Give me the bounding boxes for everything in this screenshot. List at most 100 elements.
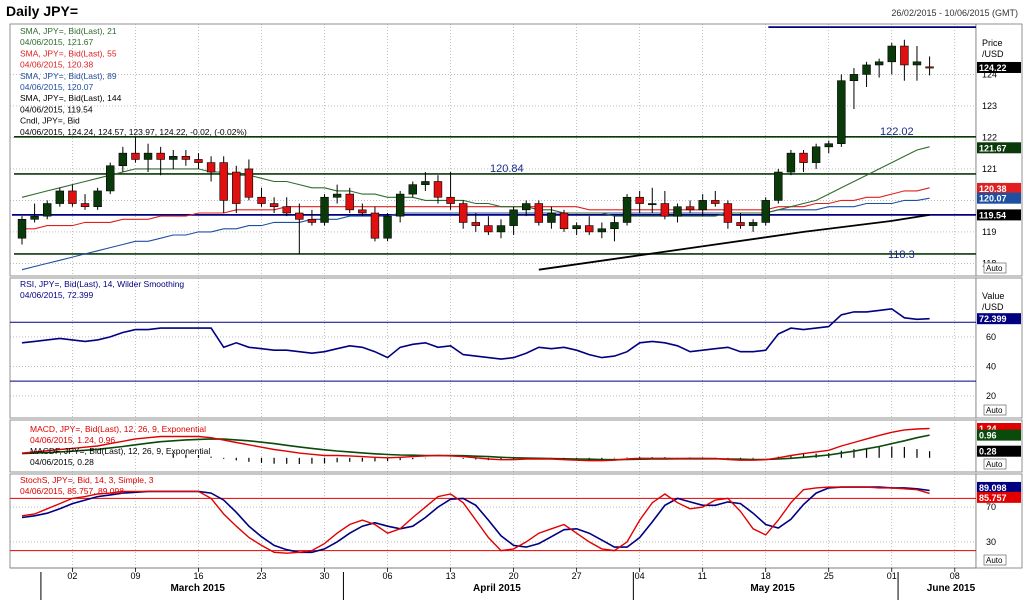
date-range: 26/02/2015 - 10/06/2015 (GMT) xyxy=(891,8,1018,18)
price-legend-entry: SMA, JPY=, Bid(Last), 89 xyxy=(20,71,117,81)
rsi-tick-label: 20 xyxy=(986,391,996,401)
support-line-label: 120.84 xyxy=(490,163,524,175)
candle-down xyxy=(660,203,670,217)
rsi-tick-label: 60 xyxy=(986,332,996,342)
price-legend-entry: 04/06/2015, 120.07 xyxy=(20,82,94,92)
candle-down xyxy=(534,203,544,223)
candle-down xyxy=(484,225,493,233)
price-value-label-bg xyxy=(977,209,1021,221)
stoch-value-label: 85.757 xyxy=(979,493,1007,503)
macd-value-label: 1.24 xyxy=(979,424,997,434)
candle-up xyxy=(837,80,846,144)
price-tick-label: 121 xyxy=(982,164,997,174)
price-value-label: 119.54 xyxy=(979,210,1006,220)
sma55-line xyxy=(22,187,930,230)
x-tick-label: 30 xyxy=(320,571,330,581)
x-tick-label: 08 xyxy=(950,571,960,581)
x-tick-label: 01 xyxy=(887,571,897,581)
x-tick-label: 06 xyxy=(383,571,393,581)
candle-up xyxy=(849,74,859,82)
rsi-legend-entry: RSI, JPY=, Bid(Last), 14, Wilder Smoothi… xyxy=(20,279,184,289)
price-axis-unit: /USD xyxy=(982,49,1004,59)
candle-down xyxy=(307,219,317,223)
price-tick-label: 124 xyxy=(982,69,997,79)
candle-up xyxy=(169,156,178,160)
candle-up xyxy=(597,228,607,233)
candle-up xyxy=(862,64,871,75)
stoch-value-label-bg xyxy=(977,491,1021,503)
candle-up xyxy=(421,181,430,185)
candle-up xyxy=(874,61,884,66)
candle-up xyxy=(572,225,581,230)
candle-down xyxy=(295,212,304,220)
candle-down xyxy=(799,152,808,163)
candle-down xyxy=(219,162,228,201)
x-tick-label: 20 xyxy=(509,571,519,581)
auto-scale-label: Auto xyxy=(986,264,1003,273)
candle-up xyxy=(673,206,682,217)
candle-up xyxy=(761,200,770,223)
candle-up xyxy=(887,45,896,63)
candle-up xyxy=(786,152,796,173)
candle-up xyxy=(698,200,707,211)
candle-down xyxy=(206,162,216,173)
candle-down xyxy=(370,212,380,239)
auto-scale-label: Auto xyxy=(986,406,1003,415)
candle-up xyxy=(30,215,39,220)
auto-scale-button[interactable] xyxy=(983,404,1007,416)
candle-down xyxy=(345,193,354,211)
candle-down xyxy=(282,206,291,214)
sma144-line xyxy=(538,214,930,271)
candle-up xyxy=(408,184,417,195)
price-legend-entry: 04/06/2015, 120.38 xyxy=(20,60,94,70)
month-label: June 2015 xyxy=(927,583,976,594)
price-legend-entry: Cndl, JPY=, Bid xyxy=(20,116,80,126)
candle-up xyxy=(106,165,115,192)
macd-value-label: 0.28 xyxy=(979,447,997,457)
candle-up xyxy=(118,152,128,167)
price-axis-title: Price xyxy=(982,38,1003,48)
stoch-value-label-bg xyxy=(977,481,1021,493)
auto-scale-label: Auto xyxy=(986,460,1003,469)
candle-down xyxy=(244,168,254,198)
price-value-label: 120.07 xyxy=(979,194,1007,204)
price-tick-label: 119 xyxy=(982,227,996,237)
candle-down xyxy=(585,225,594,233)
x-tick-label: 16 xyxy=(193,571,203,581)
candle-up xyxy=(93,190,102,207)
price-tick-label: 123 xyxy=(982,101,997,111)
rsi-legend-entry: 04/06/2015, 72.399 xyxy=(20,290,94,300)
candle-up xyxy=(774,171,783,201)
candle-up xyxy=(383,215,392,239)
stoch-legend-entry: 04/06/2015, 85.757, 89.098 xyxy=(20,486,124,496)
candle-down xyxy=(194,159,203,163)
candle-up xyxy=(17,219,27,239)
candle-up xyxy=(55,190,65,204)
macd-legend-entry: 04/06/2015, 0.28 xyxy=(30,457,94,467)
auto-scale-button[interactable] xyxy=(983,262,1007,274)
x-tick-label: 25 xyxy=(824,571,834,581)
candle-up xyxy=(610,222,619,230)
candle-down xyxy=(232,171,241,204)
panel-rsi-frame xyxy=(9,277,977,419)
candle-up xyxy=(547,212,556,223)
price-value-label-bg xyxy=(977,192,1021,204)
month-label: April 2015 xyxy=(473,583,521,594)
x-tick-label: 11 xyxy=(698,571,707,581)
candle-down xyxy=(458,203,468,223)
macd-value-label-bg xyxy=(977,445,1021,457)
rsi-line xyxy=(21,308,930,360)
macd-legend-entry: 04/06/2015, 1.24, 0.96 xyxy=(30,435,115,445)
candle-up xyxy=(748,222,758,226)
auto-scale-button[interactable] xyxy=(983,554,1007,566)
price-legend-entry: SMA, JPY=, Bid(Last), 21 xyxy=(20,26,117,36)
x-tick-label: 23 xyxy=(257,571,267,581)
rsi-value-label-bg xyxy=(977,313,1021,325)
macd-value-label: 0.96 xyxy=(979,431,997,441)
candle-down xyxy=(685,206,695,211)
auto-scale-button[interactable] xyxy=(983,458,1007,470)
candle-down xyxy=(446,196,455,204)
rsi-axis-title: Value xyxy=(982,291,1004,301)
price-value-label-bg xyxy=(977,182,1021,194)
rsi-axis-unit: /USD xyxy=(982,302,1004,312)
